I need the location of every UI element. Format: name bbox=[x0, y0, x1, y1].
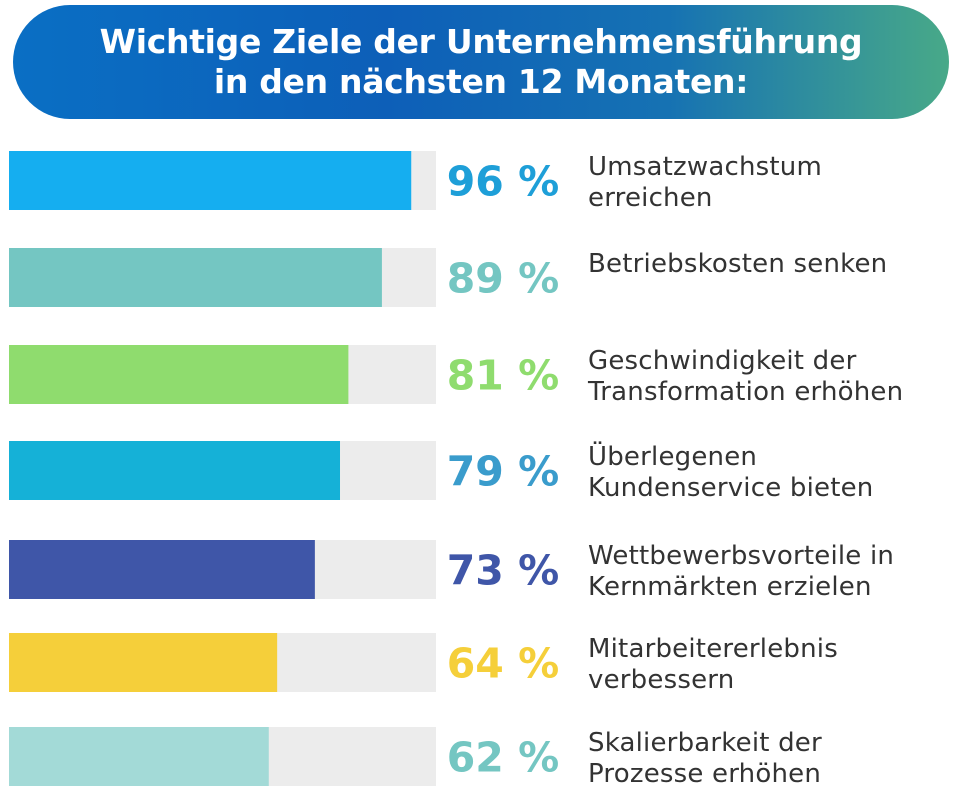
category-label-line: Prozesse erhöhen bbox=[588, 759, 822, 789]
category-label-line: Kundenservice bieten bbox=[588, 473, 874, 503]
bar-7 bbox=[9, 727, 269, 786]
chart-title-line-2: in den nächsten 12 Monaten: bbox=[213, 62, 749, 101]
category-label-line: Wettbewerbsvorteile in bbox=[588, 541, 895, 571]
category-label-4: Überlegenen Kundenservice bieten bbox=[588, 442, 948, 504]
value-label-2: 89 % bbox=[447, 255, 559, 303]
category-label-3: Geschwindigkeit der Transformation erhöhe… bbox=[588, 346, 948, 408]
title-banner: Wichtige Ziele der Unternehmensführung i… bbox=[13, 5, 949, 119]
value-label-3: 81 % bbox=[447, 352, 559, 400]
bar-4 bbox=[9, 441, 341, 500]
category-label-7: Skalierbarkeit der Prozesse erhöhen bbox=[588, 728, 948, 790]
category-label-line: Betriebskosten senken bbox=[588, 249, 888, 279]
chart-title-line-1: Wichtige Ziele der Unternehmensführung bbox=[99, 22, 863, 61]
bar-5 bbox=[9, 540, 315, 599]
category-label-line: verbessern bbox=[588, 665, 735, 695]
category-label-5: Wettbewerbsvorteile in Kernmärkten erziel… bbox=[588, 541, 948, 603]
category-label-1: Umsatzwachstum erreichen bbox=[588, 152, 948, 214]
category-label-6: Mitarbeitererlebnis verbessern bbox=[588, 634, 948, 696]
category-label-line: Kernmärkten erzielen bbox=[588, 572, 872, 602]
value-label-5: 73 % bbox=[447, 547, 559, 595]
value-label-4: 79 % bbox=[447, 448, 559, 496]
value-label-6: 64 % bbox=[447, 640, 559, 688]
category-label-2: Betriebskosten senken bbox=[588, 249, 948, 280]
bar-1 bbox=[9, 151, 412, 210]
value-label-1: 96 % bbox=[447, 158, 559, 206]
category-label-line: Überlegenen bbox=[588, 442, 758, 472]
bar-3 bbox=[9, 345, 349, 404]
category-label-line: Transformation erhöhen bbox=[588, 377, 904, 407]
bar-6 bbox=[9, 633, 278, 692]
category-label-line: Geschwindigkeit der bbox=[588, 346, 857, 376]
value-label-7: 62 % bbox=[447, 734, 559, 782]
category-label-line: Skalierbarkeit der bbox=[588, 728, 822, 758]
bar-2 bbox=[9, 248, 382, 307]
category-label-line: erreichen bbox=[588, 183, 713, 213]
category-label-line: Mitarbeitererlebnis bbox=[588, 634, 838, 664]
category-label-line: Umsatzwachstum bbox=[588, 152, 822, 182]
